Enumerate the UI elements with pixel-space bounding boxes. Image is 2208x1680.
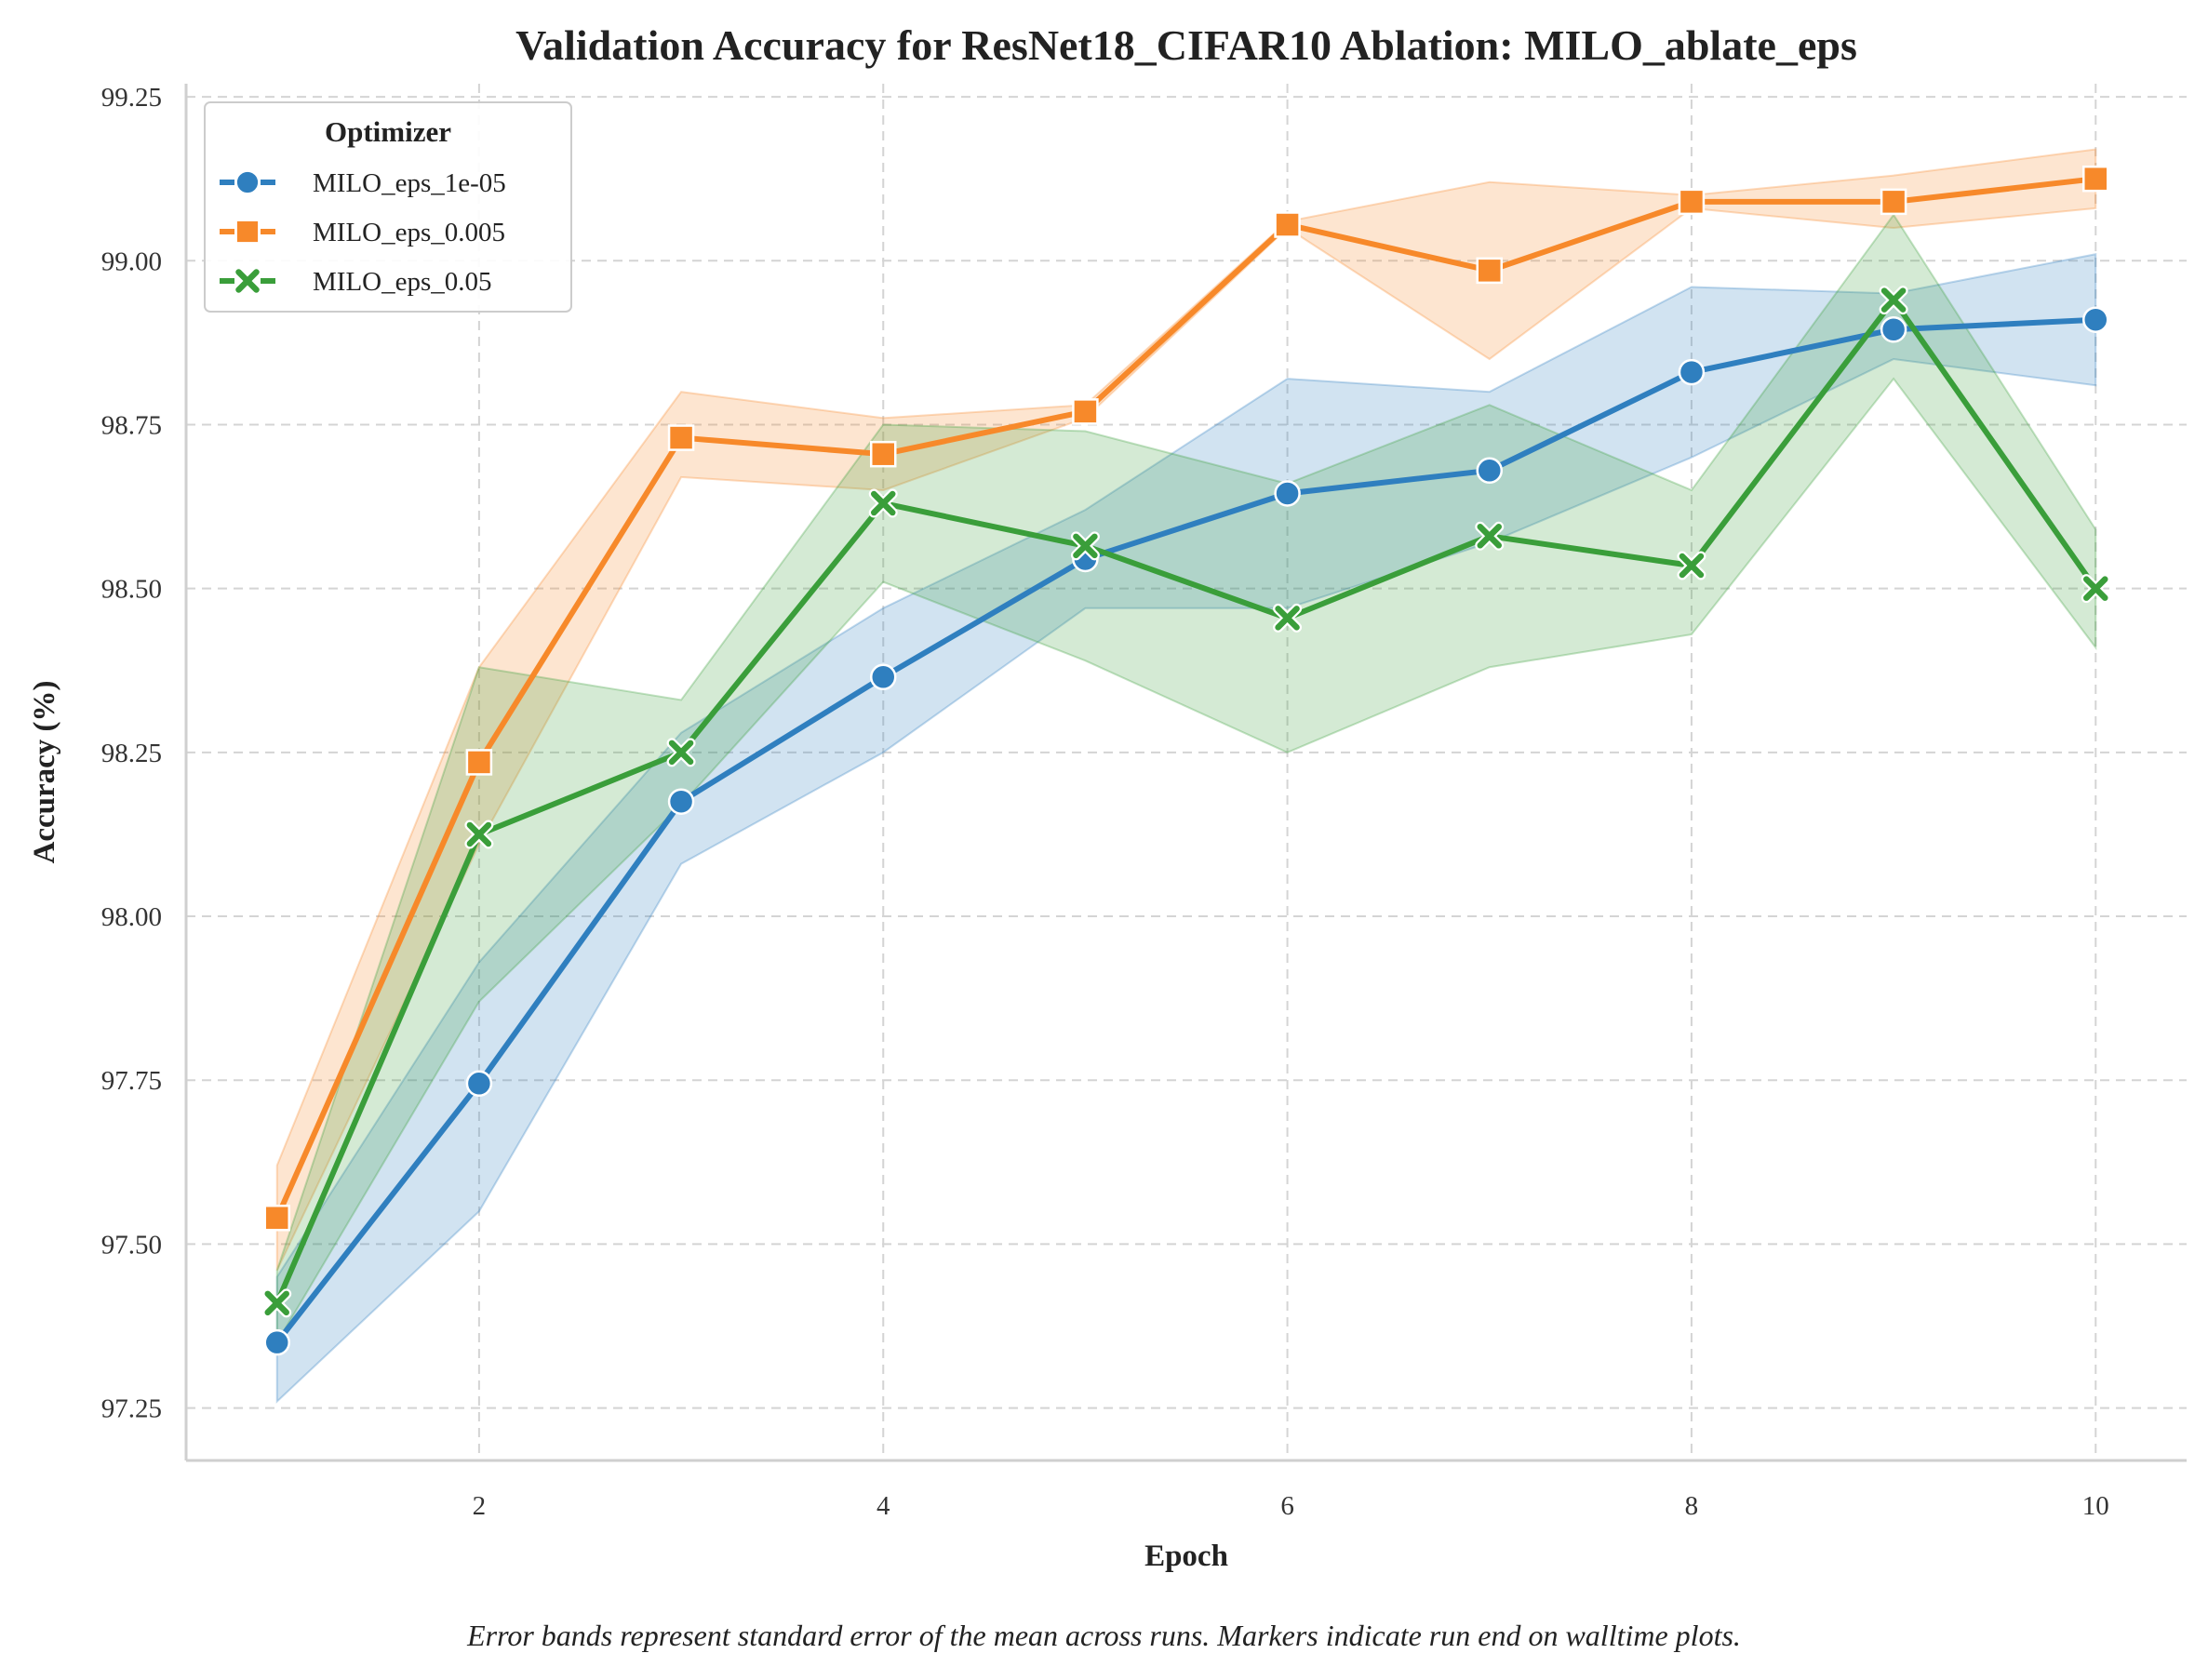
y-tick-label: 98.00 — [101, 902, 162, 932]
line-milo-eps-0-005 — [274, 176, 2099, 1221]
y-tick-label: 97.75 — [101, 1066, 162, 1096]
legend-items: MILO_eps_1e-05 MILO_eps_0.005 MILO_eps_0.0… — [220, 168, 506, 297]
marker-milo-eps-0-05 — [666, 738, 696, 767]
marker-milo-eps-1e-05 — [1274, 480, 1301, 507]
marker-milo-eps-0-05 — [2081, 574, 2110, 604]
error-bands — [275, 148, 2097, 1404]
marker-milo-eps-0-05-stroke — [1679, 553, 1705, 579]
marker-milo-eps-0-05 — [1273, 603, 1303, 633]
legend-marker-milo-eps-0-05 — [234, 267, 261, 295]
legend-label-milo-eps-0-005: MILO_eps_0.005 — [313, 218, 505, 247]
legend-box — [204, 101, 572, 313]
legend-marker-milo-eps-0-005 — [234, 219, 261, 245]
marker-milo-eps-0-05-stroke — [1880, 287, 1907, 313]
marker-milo-eps-0-05 — [262, 1288, 292, 1318]
marker-milo-eps-0-005 — [1678, 188, 1706, 216]
marker-milo-eps-0-05-stroke — [2083, 576, 2108, 601]
marker-milo-eps-0-05 — [868, 488, 898, 518]
marker-milo-eps-1e-05 — [465, 1070, 493, 1098]
error-band-milo-eps-0-005 — [275, 148, 2097, 1272]
marker-milo-eps-0-005 — [263, 1204, 290, 1232]
error-band-milo-eps-1e-05 — [275, 253, 2097, 1404]
x-tick-label: 4 — [877, 1491, 890, 1521]
marker-milo-eps-0-05-stroke — [1073, 533, 1098, 559]
marker-milo-eps-0-005 — [1880, 188, 1907, 216]
y-tick-label: 99.00 — [101, 247, 162, 276]
marker-milo-eps-0-005 — [1274, 211, 1301, 238]
y-tick-label: 99.25 — [101, 83, 162, 113]
y-tick-label: 97.25 — [101, 1394, 162, 1424]
y-tick-label: 97.50 — [101, 1230, 162, 1260]
grid-lines — [186, 84, 2187, 1460]
axes — [184, 84, 2187, 1462]
caption: Error bands represent standard error of … — [467, 1619, 1741, 1652]
marker-milo-eps-1e-05 — [1880, 316, 1907, 343]
error-band-milo-eps-0-05 — [275, 213, 2097, 1346]
legend-label-milo-eps-0-05: MILO_eps_0.05 — [313, 267, 492, 297]
line-milo-eps-1e-05 — [274, 316, 2099, 1346]
y-axis-label: Accuracy (%) — [28, 680, 61, 863]
marker-milo-eps-0-05 — [464, 820, 494, 849]
marker-milo-eps-0-005 — [465, 749, 493, 776]
y-tick-label: 98.75 — [101, 410, 162, 440]
chart-title: Validation Accuracy for ResNet18_CIFAR10… — [515, 21, 1857, 69]
chart: 97.25 97.50 97.75 98.00 98.25 98.50 98.75 99.00… — [28, 21, 2187, 1573]
y-tick-label: 98.25 — [101, 739, 162, 768]
marker-milo-eps-1e-05 — [869, 663, 897, 691]
marker-milo-eps-0-05-stroke — [1477, 524, 1503, 549]
marker-milo-eps-1e-05 — [1678, 358, 1706, 386]
legend-marker-milo-eps-0-05-stroke — [235, 269, 260, 293]
marker-milo-eps-0-005 — [1072, 398, 1099, 425]
legend-title: Optimizer — [325, 115, 451, 148]
marker-milo-eps-0-05-stroke — [870, 490, 896, 516]
marker-milo-eps-0-005 — [1476, 257, 1504, 285]
marker-milo-eps-1e-05 — [667, 788, 695, 815]
marker-milo-eps-0-05-stroke — [466, 821, 492, 847]
series-lines — [274, 176, 2099, 1346]
marker-milo-eps-0-05-stroke — [264, 1290, 289, 1316]
legend-marker-milo-eps-1e-05 — [234, 169, 261, 195]
marker-milo-eps-0-05 — [1070, 531, 1100, 561]
marker-milo-eps-0-005 — [869, 440, 897, 468]
y-tick-label: 98.50 — [101, 575, 162, 605]
marker-milo-eps-0-05-stroke — [1275, 606, 1300, 631]
marker-milo-eps-1e-05 — [2082, 306, 2109, 333]
legend-label-milo-eps-1e-05: MILO_eps_1e-05 — [313, 168, 506, 198]
x-tick-label: 10 — [2082, 1491, 2109, 1521]
marker-milo-eps-1e-05 — [263, 1328, 290, 1356]
marker-milo-eps-0-05 — [1677, 551, 1706, 580]
marker-milo-eps-0-05 — [1475, 521, 1505, 551]
x-axis-label: Epoch — [1144, 1540, 1228, 1573]
legend: Optimizer MILO_eps_1e-05MILO_eps_0.005MI… — [204, 101, 572, 313]
tick-labels: 97.25 97.50 97.75 98.00 98.25 98.50 98.75 99.00… — [101, 83, 2109, 1521]
x-tick-label: 8 — [1685, 1491, 1699, 1521]
x-tick-label: 6 — [1280, 1491, 1294, 1521]
marker-milo-eps-0-05-stroke — [668, 740, 694, 766]
marker-milo-eps-0-005 — [667, 424, 695, 451]
marker-milo-eps-0-005 — [2082, 165, 2109, 193]
line-milo-eps-0-05 — [274, 297, 2099, 1306]
marker-milo-eps-0-05 — [1879, 286, 1908, 315]
x-tick-label: 2 — [473, 1491, 487, 1521]
marker-milo-eps-1e-05 — [1476, 457, 1504, 485]
series-markers — [262, 165, 2110, 1356]
